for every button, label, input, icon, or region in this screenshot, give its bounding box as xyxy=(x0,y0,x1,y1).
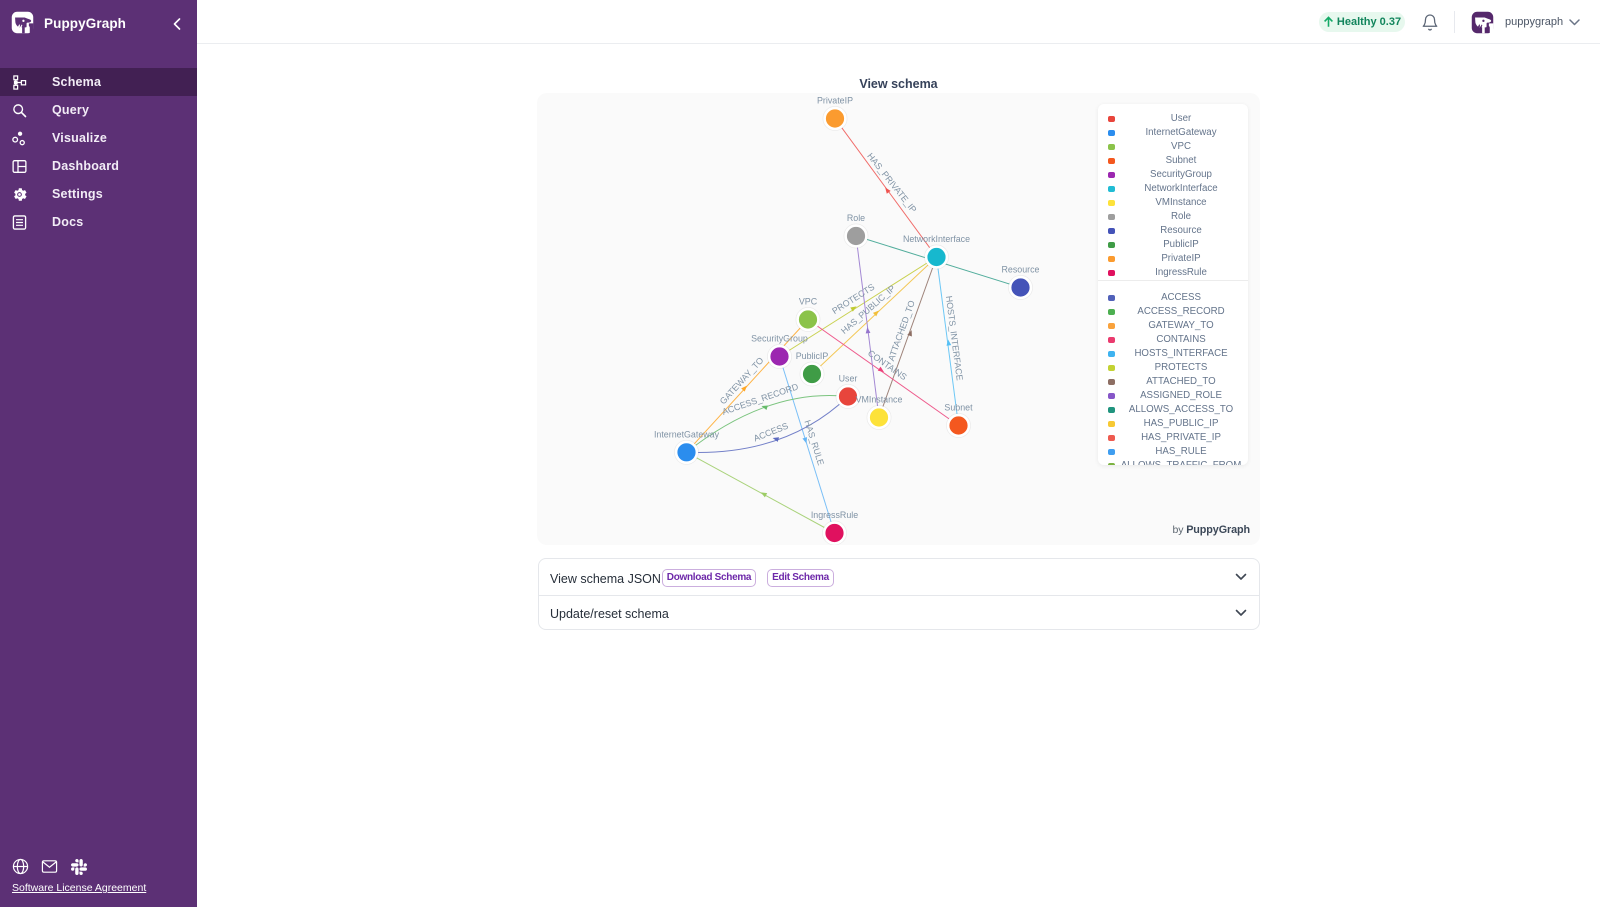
svg-text:VPC: VPC xyxy=(799,297,818,307)
svg-text:HAS_PRIVATE_IP: HAS_PRIVATE_IP xyxy=(865,151,918,215)
svg-text:Subnet: Subnet xyxy=(944,403,973,413)
svg-text:User: User xyxy=(839,374,858,384)
svg-text:SecurityGroup: SecurityGroup xyxy=(751,334,808,344)
svg-text:Role: Role xyxy=(847,213,865,223)
svg-text:InternetGateway: InternetGateway xyxy=(654,429,720,439)
svg-text:NetworkInterface: NetworkInterface xyxy=(903,234,970,244)
svg-text:PrivateIP: PrivateIP xyxy=(817,96,853,106)
svg-text:Resource: Resource xyxy=(1002,265,1040,275)
svg-text:PublicIP: PublicIP xyxy=(796,351,829,361)
svg-text:ATTACHED_TO: ATTACHED_TO xyxy=(886,299,917,362)
svg-text:VMInstance: VMInstance xyxy=(856,395,903,405)
svg-text:IngressRule: IngressRule xyxy=(811,510,858,520)
svg-text:ACCESS: ACCESS xyxy=(752,421,790,444)
